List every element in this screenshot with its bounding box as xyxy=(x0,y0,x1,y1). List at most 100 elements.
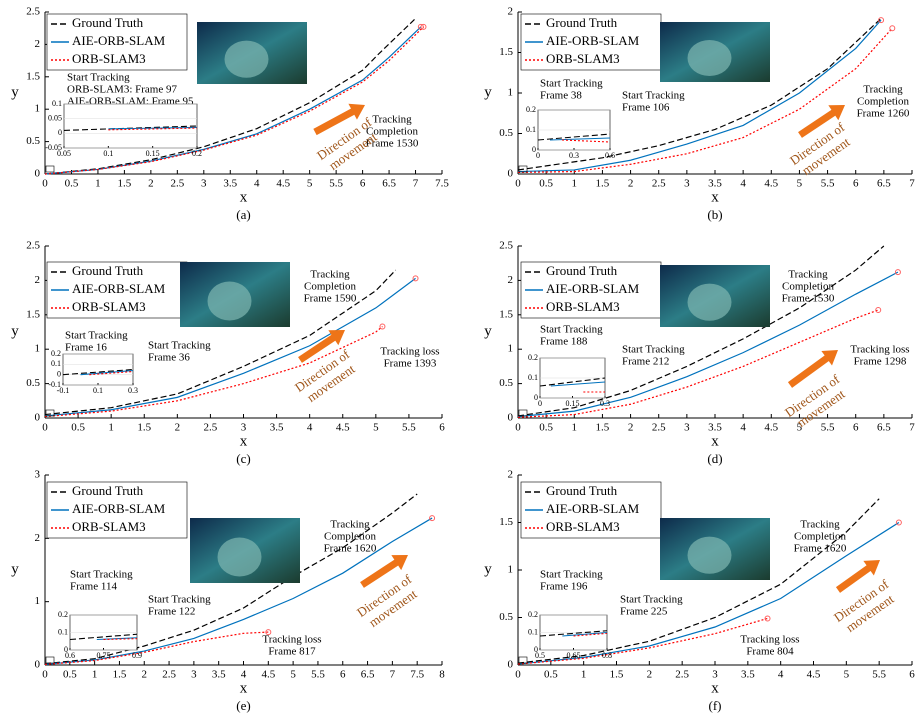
x-tick-label: 7 xyxy=(413,178,419,190)
x-tick-label: 2.5 xyxy=(652,178,666,190)
y-axis-label: y xyxy=(11,84,19,100)
annotation: Start Tracking xyxy=(70,569,133,581)
end-point xyxy=(875,306,882,313)
inset-line xyxy=(69,633,138,641)
zoom-region xyxy=(45,656,55,664)
annotation: Frame 196 xyxy=(540,581,588,593)
x-tick-label: 1 xyxy=(108,422,114,434)
x-tick-label: 6 xyxy=(360,178,366,190)
inset-line xyxy=(550,381,606,387)
inset-line xyxy=(561,139,611,143)
x-axis-label: x xyxy=(240,189,248,205)
caption: (e) xyxy=(236,698,250,713)
x-tick-label: 3.5 xyxy=(741,669,755,681)
x-tick-label: 1.5 xyxy=(596,422,610,434)
end-point xyxy=(265,629,272,636)
x-tick-label: 1.5 xyxy=(137,422,151,434)
series-line xyxy=(44,493,418,665)
series-line xyxy=(517,18,882,171)
coral xyxy=(687,283,732,321)
annotation: Completion xyxy=(324,531,376,543)
x-tick-label: 5.5 xyxy=(329,178,343,190)
inset-x-tick-label: 0.3 xyxy=(128,386,138,395)
annotation: Frame 36 xyxy=(148,352,190,364)
legend-label: AIE-ORB-SLAM xyxy=(546,281,640,296)
annotation: Completion xyxy=(366,126,418,138)
inset-x-tick-label: 0.9 xyxy=(132,651,142,660)
annotation: Tracking xyxy=(788,269,828,281)
legend-label: Ground Truth xyxy=(72,15,144,30)
inset-x-tick-label: 0 xyxy=(536,151,540,160)
annotation: Frame 1393 xyxy=(384,358,437,370)
x-tick-label: 0 xyxy=(515,178,521,190)
annotation: Start Tracking xyxy=(65,330,128,342)
coral xyxy=(687,536,732,574)
y-tick-label: 2 xyxy=(508,469,514,481)
x-tick-label: 7 xyxy=(390,669,396,681)
inset-x-tick-label: 0.6 xyxy=(65,651,75,660)
inset-y-tick-label: 0 xyxy=(532,145,536,154)
y-tick-label: 2.5 xyxy=(26,6,40,18)
legend-label: ORB-SLAM3 xyxy=(546,519,620,534)
series-line xyxy=(44,631,269,665)
end-point xyxy=(429,515,436,522)
inset-line xyxy=(573,632,608,637)
x-tick-label: 3.5 xyxy=(212,669,226,681)
x-tick-label: 4.5 xyxy=(261,669,275,681)
x-tick-label: 2 xyxy=(647,669,653,681)
inset-x-tick-label: 0.5 xyxy=(535,651,545,660)
arrow-head xyxy=(348,103,365,120)
y-tick-label: 2 xyxy=(35,274,41,286)
y-tick-label: 0 xyxy=(35,412,41,424)
y-tick-label: 0 xyxy=(508,659,514,671)
series-line xyxy=(44,277,416,417)
y-tick-label: 0 xyxy=(35,168,41,180)
x-tick-label: 2 xyxy=(175,422,181,434)
annotation: Completion xyxy=(782,281,834,293)
x-tick-label: 5.5 xyxy=(821,178,835,190)
x-tick-label: 5.5 xyxy=(402,422,416,434)
arrow-head xyxy=(828,105,845,121)
x-tick-label: 0.5 xyxy=(539,422,553,434)
x-tick-label: 1.5 xyxy=(596,178,610,190)
annotation: Start Tracking xyxy=(540,78,603,90)
annotation: Completion xyxy=(857,96,909,108)
x-tick-label: 2 xyxy=(148,178,154,190)
y-tick-label: 0.5 xyxy=(499,377,513,389)
x-tick-label: 6 xyxy=(853,178,859,190)
y-tick-label: 0.5 xyxy=(499,127,513,139)
x-tick-label: 4 xyxy=(778,669,784,681)
y-tick-label: 1.5 xyxy=(499,46,513,58)
x-axis-label: x xyxy=(711,189,719,205)
x-tick-label: 0 xyxy=(42,178,48,190)
y-axis-label: y xyxy=(484,84,492,100)
x-tick-label: 3 xyxy=(201,178,207,190)
x-axis-label: x xyxy=(240,680,248,696)
inset-y-tick-label: -0.05 xyxy=(45,143,62,152)
annotation: Start Tracking xyxy=(620,594,683,606)
inset-line xyxy=(108,126,198,130)
x-tick-label: 4.5 xyxy=(764,178,778,190)
inset-x-tick-label: 0.6 xyxy=(605,151,615,160)
annotation: Tracking xyxy=(863,84,903,96)
inset-y-tick-label: 0.1 xyxy=(526,125,536,134)
zoom-region xyxy=(518,656,528,664)
x-tick-label: 5 xyxy=(797,422,803,434)
annotation: Frame 1298 xyxy=(854,356,907,368)
inset-x-tick-label: 0.05 xyxy=(57,149,71,158)
x-tick-label: 5 xyxy=(373,422,379,434)
x-tick-label: 2 xyxy=(628,178,634,190)
y-tick-label: 1.5 xyxy=(26,70,40,82)
x-tick-label: 5 xyxy=(844,669,850,681)
legend-label: ORB-SLAM3 xyxy=(546,51,620,66)
series-line xyxy=(517,271,899,418)
x-tick-label: 0.5 xyxy=(539,178,553,190)
y-tick-label: 1 xyxy=(35,103,41,115)
x-tick-label: 1.5 xyxy=(610,669,624,681)
legend-label: ORB-SLAM3 xyxy=(546,299,620,314)
y-tick-label: 2 xyxy=(508,6,514,18)
series-line xyxy=(517,27,893,173)
annotation: Frame 1260 xyxy=(857,108,910,120)
